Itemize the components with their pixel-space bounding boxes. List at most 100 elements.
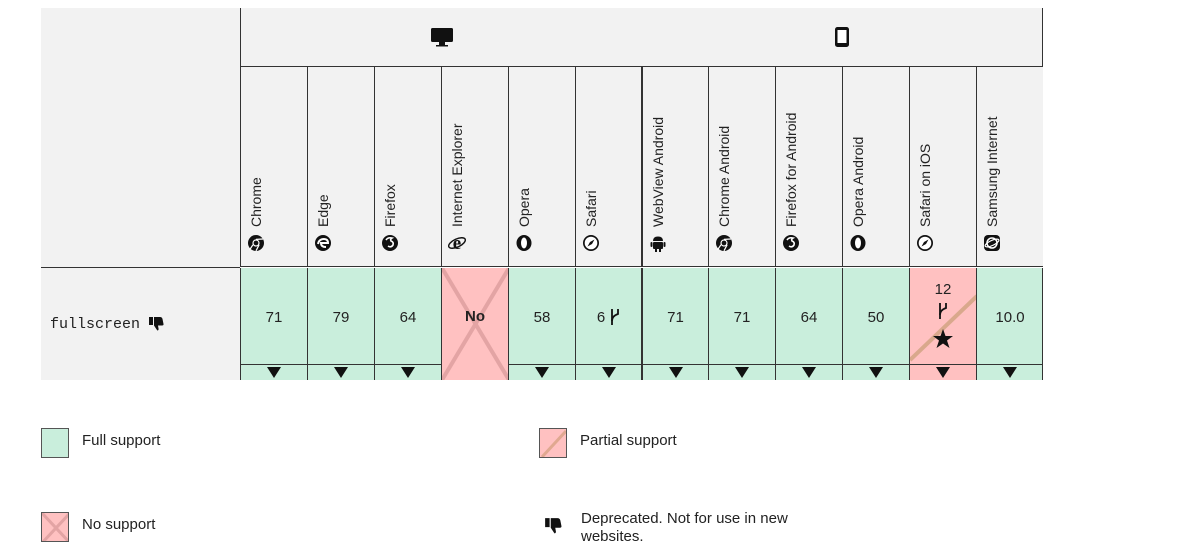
asterisk-icon bbox=[933, 328, 953, 348]
platform-desktop-header bbox=[240, 8, 643, 67]
expand-arrow-icon bbox=[1003, 367, 1017, 378]
feature-name: fullscreen bbox=[50, 315, 141, 333]
safari-icon bbox=[582, 234, 600, 252]
legend-none-swatch bbox=[41, 512, 69, 542]
support-value: No bbox=[465, 307, 485, 325]
legend-deprecated-label: Deprecated. Not for use in new websites. bbox=[581, 510, 788, 545]
legend-full-label: Full support bbox=[82, 432, 161, 449]
expand-arrow-icon bbox=[267, 367, 281, 378]
expand-arrow-icon bbox=[334, 367, 348, 378]
support-cell-opera-android[interactable]: 50 bbox=[842, 268, 909, 380]
support-value: 64 bbox=[399, 308, 417, 326]
browser-header-firefox: Firefox bbox=[374, 67, 441, 267]
mobile-icon bbox=[835, 27, 849, 47]
support-cell-safari[interactable]: 6 bbox=[575, 268, 642, 380]
firefox-icon bbox=[782, 234, 800, 252]
support-value: 79 bbox=[332, 308, 350, 326]
legend-deprecated: Deprecated. Not for use in new websites. bbox=[544, 510, 821, 546]
edge-icon bbox=[314, 234, 332, 252]
browser-name: WebView Android bbox=[649, 117, 666, 227]
browser-header-edge: Edge bbox=[307, 67, 374, 267]
expand-arrow-icon bbox=[535, 367, 549, 378]
expand-toggle[interactable] bbox=[776, 364, 842, 380]
browser-name: Opera bbox=[516, 188, 532, 227]
thumbs-down-icon bbox=[148, 316, 164, 332]
expand-arrow-icon bbox=[401, 367, 415, 378]
browser-header-chrome-android: Chrome Android bbox=[708, 67, 775, 267]
support-cell-opera[interactable]: 58 bbox=[508, 268, 575, 380]
samsung-internet-icon bbox=[983, 234, 1001, 252]
android-icon bbox=[649, 234, 667, 252]
support-cell-firefox[interactable]: 64 bbox=[374, 268, 441, 380]
browser-name: Chrome Android bbox=[716, 125, 732, 227]
support-value: 71 bbox=[733, 308, 751, 326]
browser-header-internet-explorer: e Internet Explorer bbox=[441, 67, 508, 267]
browser-name: Internet Explorer bbox=[449, 123, 465, 228]
expand-toggle[interactable] bbox=[308, 364, 374, 380]
browser-name: Opera Android bbox=[850, 136, 866, 227]
expand-toggle[interactable] bbox=[709, 364, 775, 380]
support-cell-firefox-for-android[interactable]: 64 bbox=[775, 268, 842, 380]
expand-arrow-icon bbox=[869, 367, 883, 378]
support-value: 71 bbox=[667, 308, 684, 326]
legend-partial-label: Partial support bbox=[580, 432, 677, 449]
browser-header-safari: Safari bbox=[575, 67, 642, 267]
chrome-icon bbox=[247, 234, 265, 252]
table-right-border bbox=[1042, 268, 1043, 380]
thumbs-down-icon bbox=[544, 517, 562, 539]
browser-header-opera: Opera bbox=[508, 67, 575, 267]
feature-row-header: fullscreen bbox=[41, 268, 240, 380]
support-cell-webview-android[interactable]: 71 bbox=[641, 268, 708, 380]
support-cell-edge[interactable]: 79 bbox=[307, 268, 374, 380]
expand-toggle[interactable] bbox=[977, 364, 1043, 380]
expand-arrow-icon bbox=[936, 367, 950, 378]
expand-arrow-icon bbox=[735, 367, 749, 378]
browser-name: Safari bbox=[583, 190, 599, 227]
fork-icon bbox=[611, 309, 620, 325]
browser-header-opera-android: Opera Android bbox=[842, 67, 909, 267]
support-value: 58 bbox=[533, 308, 551, 326]
legend-partial-swatch bbox=[539, 428, 567, 458]
firefox-icon bbox=[381, 234, 399, 252]
platform-mobile-header bbox=[642, 8, 1043, 67]
browser-header-samsung-internet: Samsung Internet bbox=[976, 67, 1043, 267]
legend-none: No support bbox=[41, 512, 155, 542]
expand-toggle[interactable] bbox=[375, 364, 441, 380]
opera-icon bbox=[515, 234, 533, 252]
browser-name: Firefox for Android bbox=[783, 112, 799, 227]
support-value: 10.0 bbox=[995, 308, 1025, 326]
opera-icon bbox=[849, 234, 867, 252]
browser-name: Chrome bbox=[248, 177, 264, 227]
expand-toggle[interactable] bbox=[241, 364, 307, 380]
support-value: 12 bbox=[934, 280, 952, 298]
table-corner bbox=[41, 8, 240, 268]
browser-header-firefox-for-android: Firefox for Android bbox=[775, 67, 842, 267]
support-value: 64 bbox=[800, 308, 818, 326]
chrome-icon bbox=[715, 234, 733, 252]
svg-text:e: e bbox=[453, 234, 461, 252]
fork-icon bbox=[939, 302, 947, 319]
expand-toggle[interactable] bbox=[509, 364, 575, 380]
support-cell-safari-on-ios[interactable]: 12 bbox=[909, 268, 976, 380]
support-value: 6 bbox=[596, 308, 606, 326]
expand-toggle[interactable] bbox=[910, 364, 976, 380]
browser-header-safari-on-ios: Safari on iOS bbox=[909, 67, 976, 267]
browser-header-chrome: Chrome bbox=[240, 67, 307, 267]
legend-full: Full support bbox=[41, 428, 160, 458]
support-cell-chrome[interactable]: 71 bbox=[240, 268, 307, 380]
expand-toggle[interactable] bbox=[576, 364, 642, 380]
browser-header-webview-android: WebView Android bbox=[641, 67, 708, 267]
support-cell-internet-explorer[interactable]: No bbox=[441, 268, 508, 380]
legend-none-label: No support bbox=[82, 516, 156, 533]
support-value: 50 bbox=[867, 308, 885, 326]
browser-name: Edge bbox=[315, 194, 331, 227]
compat-table: Chrome Edge Firefox e Internet Explorer Opera… bbox=[41, 8, 1043, 380]
desktop-icon bbox=[430, 28, 453, 47]
ie-icon: e bbox=[448, 234, 466, 252]
expand-toggle[interactable] bbox=[843, 364, 909, 380]
legend-partial: Partial support bbox=[539, 428, 677, 458]
support-cell-chrome-android[interactable]: 71 bbox=[708, 268, 775, 380]
support-cell-samsung-internet[interactable]: 10.0 bbox=[976, 268, 1043, 380]
safari-icon bbox=[916, 234, 934, 252]
expand-toggle[interactable] bbox=[643, 364, 708, 380]
